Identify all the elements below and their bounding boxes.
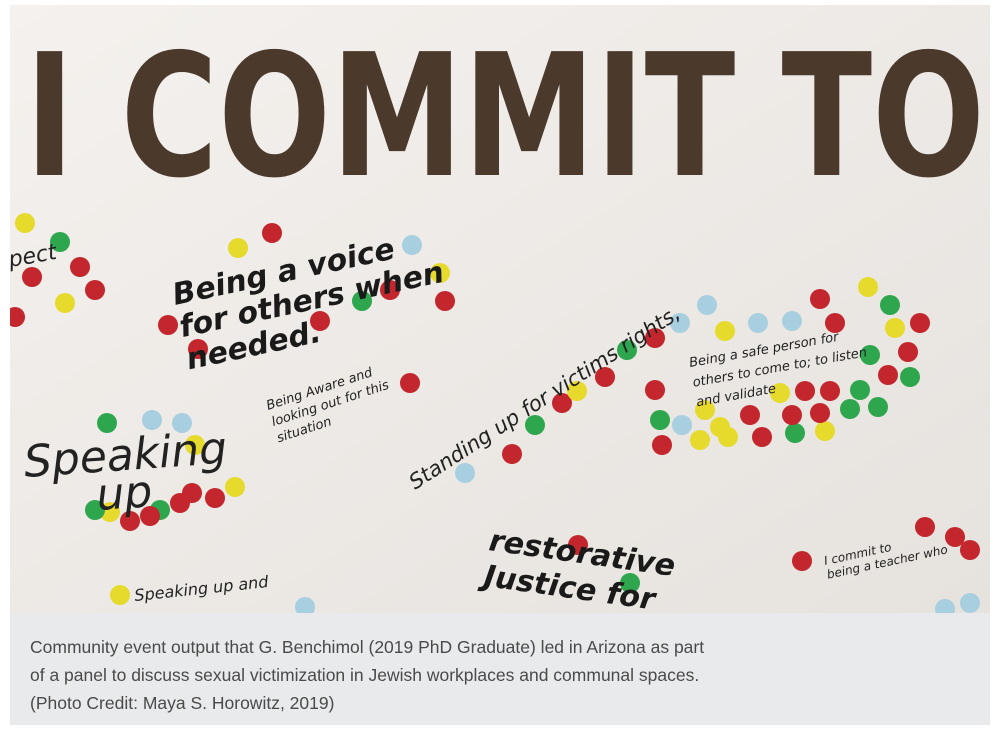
sticker-dot — [792, 551, 812, 571]
sticker-dot — [868, 397, 888, 417]
sticker-dot — [55, 293, 75, 313]
sticker-dot — [205, 488, 225, 508]
sticker-dot — [435, 291, 455, 311]
sticker-dot — [70, 257, 90, 277]
caption-line: (Photo Credit: Maya S. Horowitz, 2019) — [30, 693, 334, 714]
sticker-dot — [960, 593, 980, 613]
sticker-dot — [158, 315, 178, 335]
sticker-dot — [858, 277, 878, 297]
sticker-dot — [645, 380, 665, 400]
sticker-dot — [650, 410, 670, 430]
sticker-dot — [810, 289, 830, 309]
sticker-dot — [850, 380, 870, 400]
sticker-dot — [748, 313, 768, 333]
note-line: up — [95, 466, 154, 521]
sticker-dot — [885, 318, 905, 338]
sticker-dot — [910, 313, 930, 333]
sticker-dot — [900, 367, 920, 387]
page: I COMMIT TO pectBeing a voicefor others … — [0, 0, 993, 729]
sticker-dot — [820, 381, 840, 401]
sticker-dot — [110, 585, 130, 605]
sticker-dot — [878, 365, 898, 385]
sticker-dot — [715, 321, 735, 341]
sticker-dot — [690, 430, 710, 450]
sticker-dot — [815, 421, 835, 441]
sticker-dot — [718, 427, 738, 447]
sticker-dot — [898, 342, 918, 362]
caption-line: Community event output that G. Benchimol… — [30, 637, 704, 658]
sticker-dot — [915, 517, 935, 537]
sticker-dot — [225, 477, 245, 497]
sticker-dot — [652, 435, 672, 455]
caption-line: of a panel to discuss sexual victimizati… — [30, 665, 699, 686]
sticker-dot — [795, 381, 815, 401]
poster-heading: I COMMIT TO — [25, 18, 985, 216]
sticker-dot — [840, 399, 860, 419]
sticker-dot — [785, 423, 805, 443]
sticker-dot — [810, 403, 830, 423]
sticker-dot — [15, 213, 35, 233]
sticker-dot — [228, 238, 248, 258]
sticker-dot — [752, 427, 772, 447]
sticker-dot — [782, 311, 802, 331]
sticker-dot — [262, 223, 282, 243]
sticker-dot — [400, 373, 420, 393]
sticker-dot — [782, 405, 802, 425]
sticker-dot — [402, 235, 422, 255]
sticker-dot — [170, 493, 190, 513]
sticker-dot — [85, 280, 105, 300]
sticker-dot — [697, 295, 717, 315]
sticker-dot — [880, 295, 900, 315]
sticker-dot — [502, 444, 522, 464]
sticker-dot — [960, 540, 980, 560]
caption: Community event output that G. Benchimol… — [10, 613, 990, 725]
sticker-dot — [740, 405, 760, 425]
sticker-dot — [672, 415, 692, 435]
